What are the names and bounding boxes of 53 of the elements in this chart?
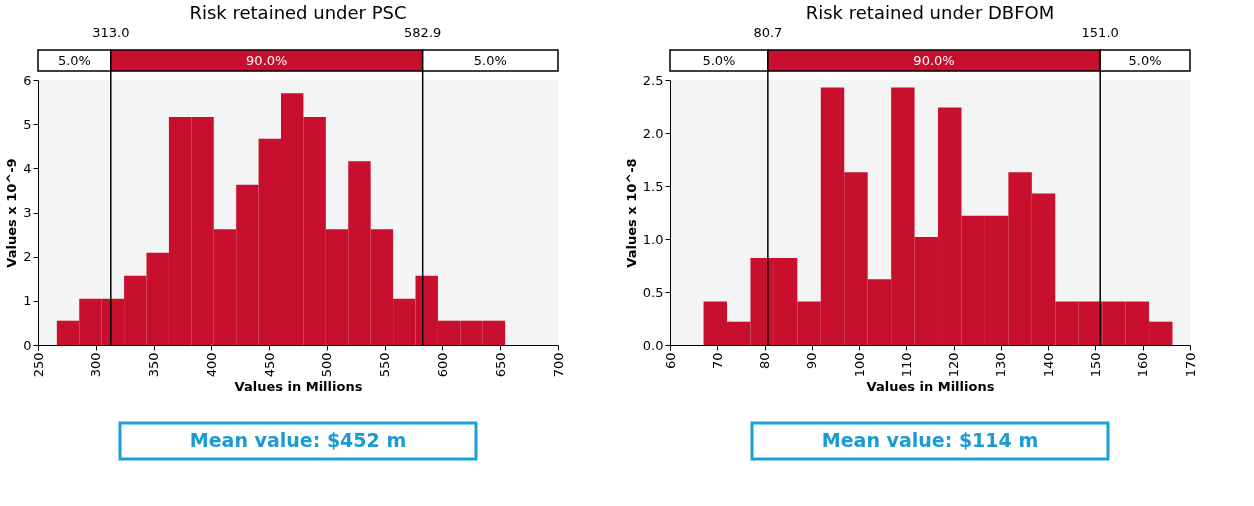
x-tick-label: 400	[203, 352, 219, 378]
y-axis-title: Values x 10^-9	[4, 158, 20, 268]
x-tick-label: 110	[898, 352, 914, 378]
ref-line-label: 80.7	[753, 25, 783, 40]
ref-line-label: 313.0	[92, 25, 130, 40]
x-axis-title: Values in Millions	[234, 379, 363, 395]
ref-line-label: 151.0	[1081, 25, 1119, 40]
x-tick-label: 120	[946, 352, 962, 378]
text: Mean value: $114 m	[821, 429, 1039, 451]
y-tick-label: 0.0	[642, 337, 664, 353]
x-tick-label: 550	[377, 352, 393, 378]
y-tick-label: 2.0	[642, 125, 664, 141]
text: Mean value: $452 m	[189, 429, 407, 451]
y-tick-label: 4	[23, 160, 32, 176]
x-tick-label: 80	[757, 352, 773, 370]
y-tick-label: 3	[23, 205, 32, 220]
text: 90.0%	[913, 53, 955, 68]
x-tick-label: 90	[804, 352, 820, 370]
x-tick-label: 170	[1182, 352, 1198, 378]
text: 90.0%	[246, 53, 288, 68]
text: 5.0%	[1128, 53, 1162, 68]
x-tick-label: 140	[1040, 352, 1056, 378]
x-tick-label: 70	[709, 352, 725, 370]
y-tick-label: 0.5	[642, 284, 664, 300]
text: 5.0%	[473, 53, 507, 68]
text: 5.0%	[702, 53, 736, 68]
y-tick-label: 0	[23, 337, 32, 353]
y-tick-label: 6	[23, 72, 32, 88]
x-axis-title: Values in Millions	[866, 379, 995, 395]
x-tick-label: 160	[1135, 352, 1151, 378]
x-tick-label: 350	[146, 352, 162, 378]
x-tick-label: 300	[88, 352, 104, 378]
x-tick-label: 700	[550, 352, 566, 378]
x-tick-label: 130	[993, 352, 1009, 378]
ref-line-label: 582.9	[404, 25, 442, 40]
x-tick-label: 250	[30, 352, 46, 378]
x-tick-label: 500	[319, 352, 335, 378]
y-tick-label: 1	[23, 293, 32, 309]
y-tick-label: 1.0	[642, 231, 664, 247]
x-tick-label: 650	[492, 352, 508, 378]
chart-title: Risk retained under PSC	[189, 2, 407, 23]
y-tick-label: 1.5	[642, 178, 664, 194]
x-tick-label: 600	[434, 352, 450, 378]
x-tick-label: 450	[261, 352, 277, 378]
y-axis-title: Values x 10^-8	[623, 158, 639, 268]
y-tick-label: 5	[23, 116, 32, 132]
chart-title: Risk retained under DBFOM	[805, 2, 1055, 23]
x-tick-label: 150	[1087, 352, 1103, 378]
y-tick-label: 2	[23, 249, 32, 265]
text: 5.0%	[57, 53, 91, 68]
y-tick-label: 2.5	[642, 72, 664, 88]
x-tick-label: 100	[851, 352, 867, 378]
x-tick-label: 60	[662, 352, 678, 370]
